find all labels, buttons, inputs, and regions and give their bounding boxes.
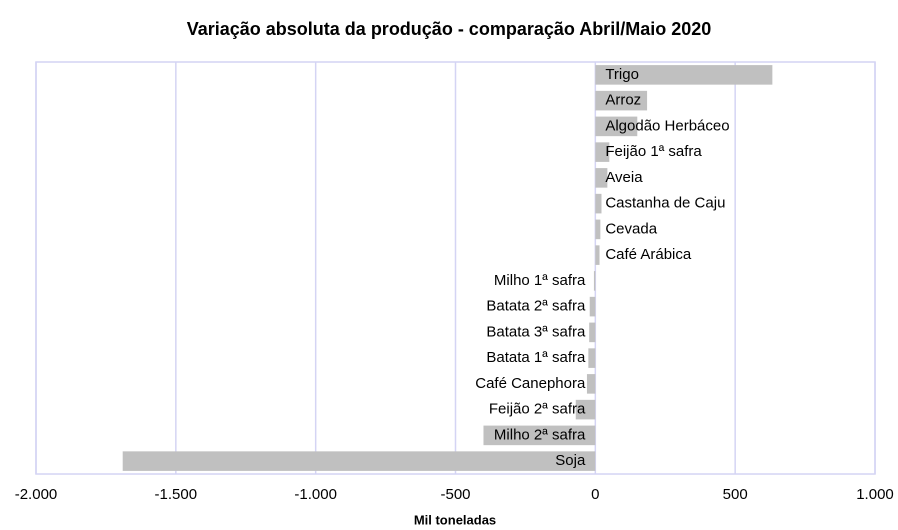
bar: [589, 296, 596, 317]
x-tick-label: -1.500: [155, 486, 198, 503]
category-label: Batata 3ª safra: [486, 323, 586, 340]
x-tick-label: 0: [591, 486, 599, 503]
bar: [595, 193, 602, 214]
category-label: Feijão 1ª safra: [605, 143, 702, 160]
bar: [595, 245, 600, 265]
category-label: Algodão Herbáceo: [605, 117, 729, 134]
bar: [589, 322, 596, 343]
x-axis-title: Mil toneladas: [414, 512, 496, 527]
category-label: Aveia: [605, 169, 643, 186]
category-label: Soja: [555, 452, 586, 469]
bar: [593, 271, 596, 291]
bar: [595, 168, 608, 188]
category-label: Trigo: [605, 66, 639, 83]
plot-frame: [35, 61, 876, 475]
bar: [595, 219, 601, 240]
category-label: Castanha de Caju: [605, 195, 725, 212]
bar: [595, 65, 773, 85]
bar: [595, 142, 610, 162]
bar: [122, 451, 596, 471]
category-label: Batata 1ª safra: [486, 349, 586, 366]
bar: [595, 116, 638, 137]
x-tick-label: 500: [723, 486, 748, 503]
bar: [595, 90, 648, 111]
category-label: Feijão 2ª safra: [489, 401, 586, 418]
bar: [575, 399, 596, 420]
category-label: Milho 2ª safra: [494, 426, 586, 443]
x-tick-label: -2.000: [15, 486, 58, 503]
category-label: Milho 1ª safra: [494, 272, 586, 289]
category-label: Cevada: [605, 220, 657, 237]
x-tick-label: -500: [440, 486, 470, 503]
category-label: Café Arábica: [605, 246, 692, 263]
bar: [483, 425, 596, 446]
x-tick-label: 1.000: [856, 486, 894, 503]
category-label: Café Canephora: [475, 375, 586, 392]
bar: [586, 374, 596, 394]
category-label: Arroz: [605, 92, 641, 109]
x-tick-label: -1.000: [294, 486, 337, 503]
chart-title: Variação absoluta da produção - comparaç…: [187, 19, 712, 39]
category-label: Batata 2ª safra: [486, 298, 586, 315]
bar: [588, 348, 596, 368]
